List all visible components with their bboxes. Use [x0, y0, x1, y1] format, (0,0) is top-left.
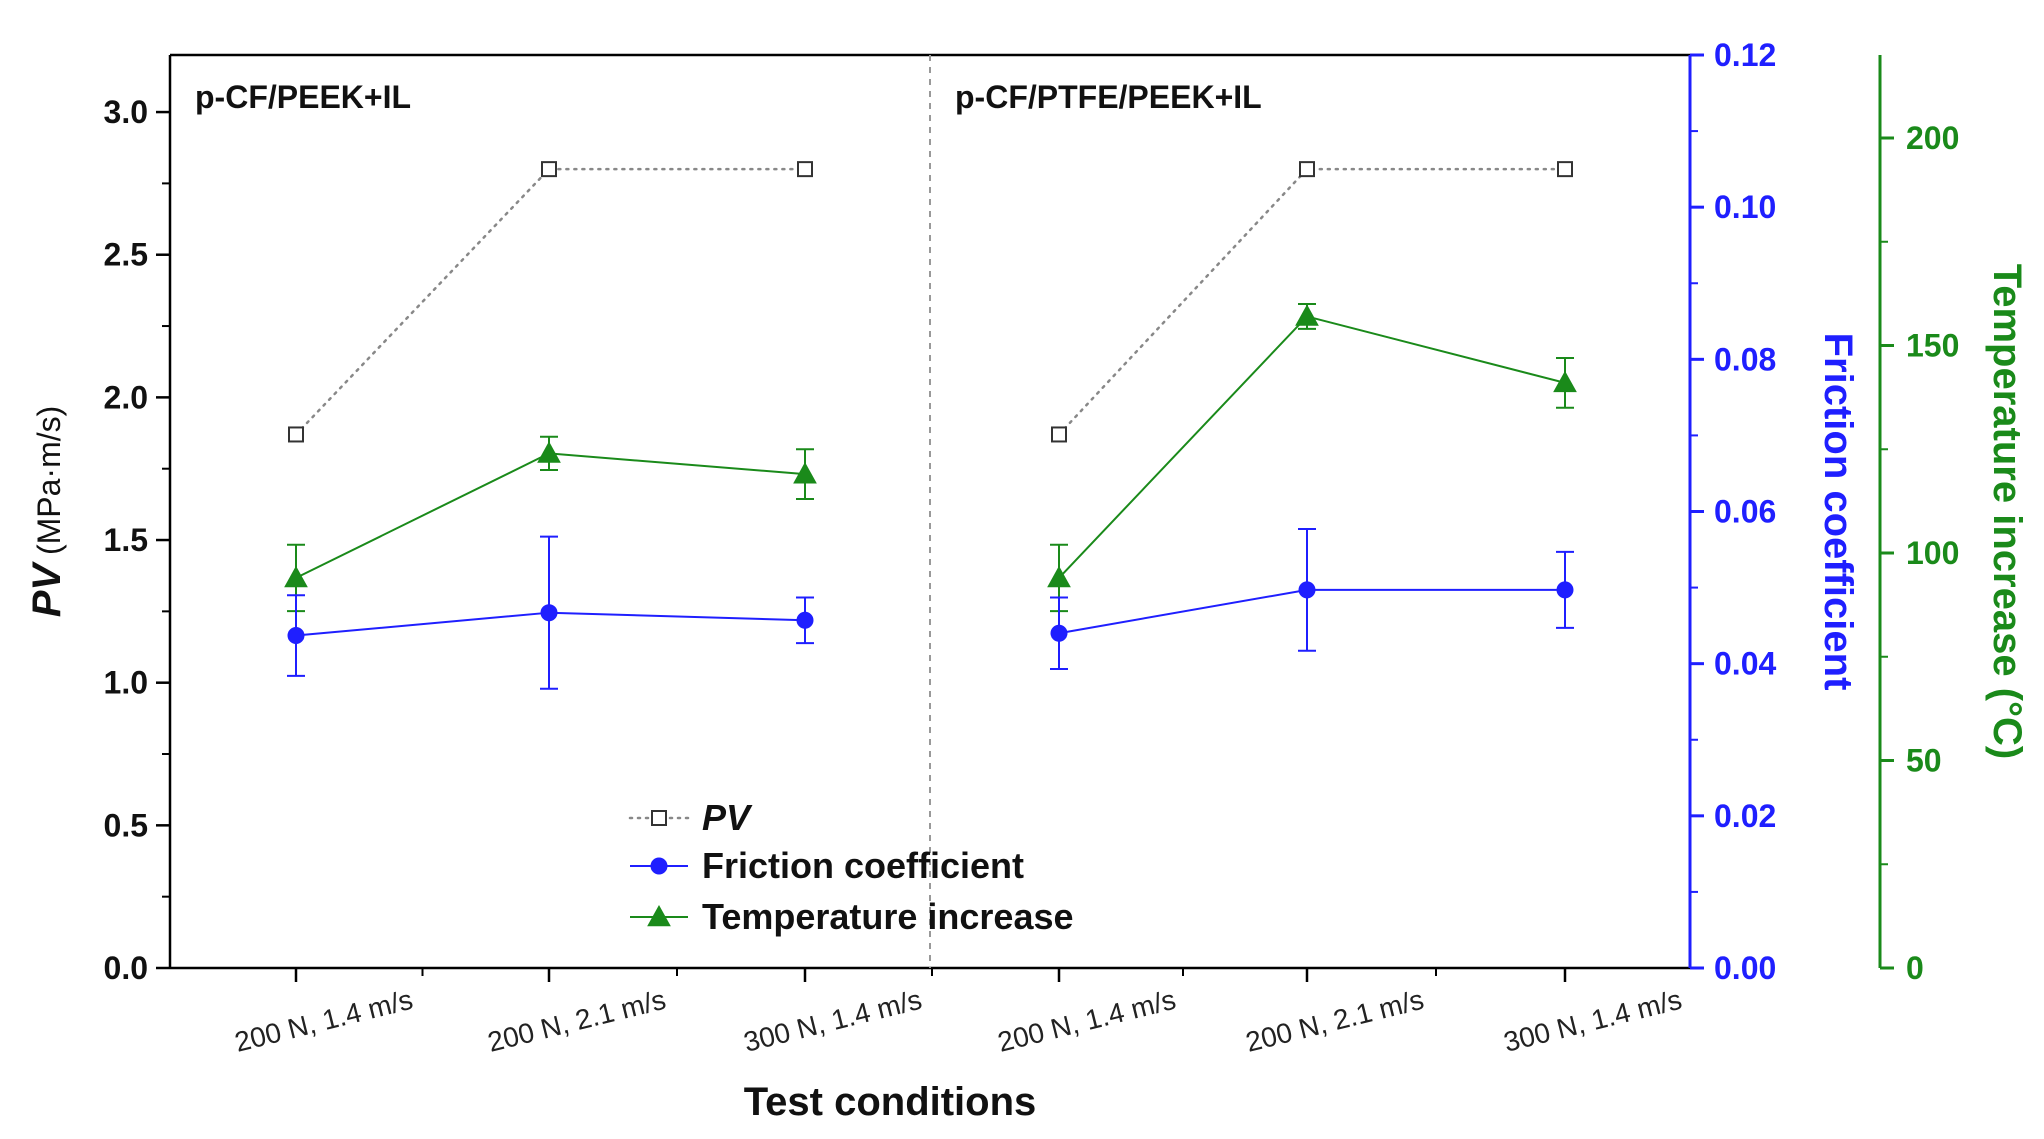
- temperature-line: [1058, 315, 1566, 579]
- pv-marker: [651, 810, 667, 826]
- temperature-tick-label: 0: [1906, 950, 1924, 986]
- temperature-tick-label: 150: [1906, 328, 1959, 364]
- temperature-marker: [1047, 565, 1071, 588]
- friction-tick-label: 0.04: [1714, 646, 1776, 682]
- temperature-marker: [537, 441, 561, 463]
- temperature-line: [295, 452, 806, 579]
- panel-title-left: p-CF/PEEK+IL: [195, 79, 411, 115]
- left-tick-label: 2.5: [104, 237, 148, 273]
- pv-marker: [1299, 161, 1315, 178]
- friction-marker: [287, 627, 305, 645]
- friction-tick-label: 0.10: [1714, 189, 1776, 225]
- x-category-label: 200 N, 2.1 m/s: [1243, 984, 1427, 1058]
- pv-marker: [288, 426, 304, 443]
- temperature-marker: [647, 904, 671, 927]
- legend-entry-friction: Friction coefficient: [630, 845, 1024, 886]
- friction-tick-label: 0.06: [1714, 494, 1776, 530]
- friction-tick-label: 0.00: [1714, 950, 1776, 986]
- pv-marker: [541, 161, 557, 178]
- friction-marker: [1298, 581, 1316, 599]
- temperature-tick-label: 100: [1906, 535, 1959, 571]
- temperature-marker: [284, 565, 308, 588]
- friction-marker: [540, 604, 558, 622]
- left-tick-label: 0.5: [104, 807, 148, 843]
- series-layer: [284, 161, 1577, 690]
- x-category-label: 300 N, 1.4 m/s: [741, 984, 925, 1058]
- pv-line: [1057, 167, 1567, 436]
- friction-marker: [796, 611, 814, 629]
- legend-label-pv: PV: [702, 797, 753, 838]
- temperature-axis-title: Temperature increase (°C): [1985, 264, 2029, 759]
- x-category-label: 200 N, 1.4 m/s: [232, 984, 416, 1058]
- friction-tick-label: 0.08: [1714, 341, 1776, 377]
- friction-marker: [1556, 581, 1574, 599]
- friction-marker: [1050, 624, 1068, 642]
- panel-title-right: p-CF/PTFE/PEEK+IL: [955, 79, 1262, 115]
- pv-marker: [797, 161, 813, 178]
- panel-2-series: [1047, 161, 1577, 670]
- panel-1-series: [284, 161, 817, 690]
- friction-tick-label: 0.02: [1714, 798, 1776, 834]
- temperature-tick-label: 200: [1906, 120, 1959, 156]
- legend-entry-pv: PV: [628, 797, 753, 838]
- temperature-marker: [1295, 304, 1319, 326]
- left-tick-label: 0.0: [104, 950, 148, 986]
- legend-label-temperature: Temperature increase: [702, 896, 1074, 937]
- pv-marker: [1051, 426, 1067, 443]
- legend-label-friction: Friction coefficient: [702, 845, 1024, 886]
- temperature-marker: [1553, 370, 1577, 393]
- pv-marker: [1557, 161, 1573, 178]
- left-tick-label: 2.0: [104, 379, 148, 415]
- pv-line: [294, 167, 807, 436]
- text-layer: 0.0 0.5 1.0 1.5 2.0 2.5 3.0 0.00 0.02 0.04 0.06 0.0…: [25, 37, 2029, 1124]
- x-category-label: 300 N, 1.4 m/s: [1501, 984, 1685, 1058]
- left-tick-label: 1.0: [104, 665, 148, 701]
- friction-tick-label: 0.12: [1714, 37, 1776, 73]
- temperature-marker: [793, 462, 817, 484]
- friction-marker: [650, 857, 668, 875]
- left-axis-title: PV (MPa·m/s): [25, 406, 69, 618]
- x-category-label: 200 N, 2.1 m/s: [485, 984, 669, 1058]
- friction-axis-title: Friction coefficient: [1816, 333, 1860, 691]
- x-axis-title: Test conditions: [744, 1080, 1037, 1124]
- x-category-label: 200 N, 1.4 m/s: [995, 984, 1179, 1058]
- left-tick-label: 3.0: [104, 94, 148, 130]
- temperature-tick-label: 50: [1906, 743, 1942, 779]
- legend: PV Friction coefficient Temperature increa…: [628, 797, 1074, 937]
- legend-entry-temperature: Temperature increase: [630, 896, 1074, 937]
- axes-layer: [156, 53, 1894, 982]
- left-tick-label: 1.5: [104, 522, 148, 558]
